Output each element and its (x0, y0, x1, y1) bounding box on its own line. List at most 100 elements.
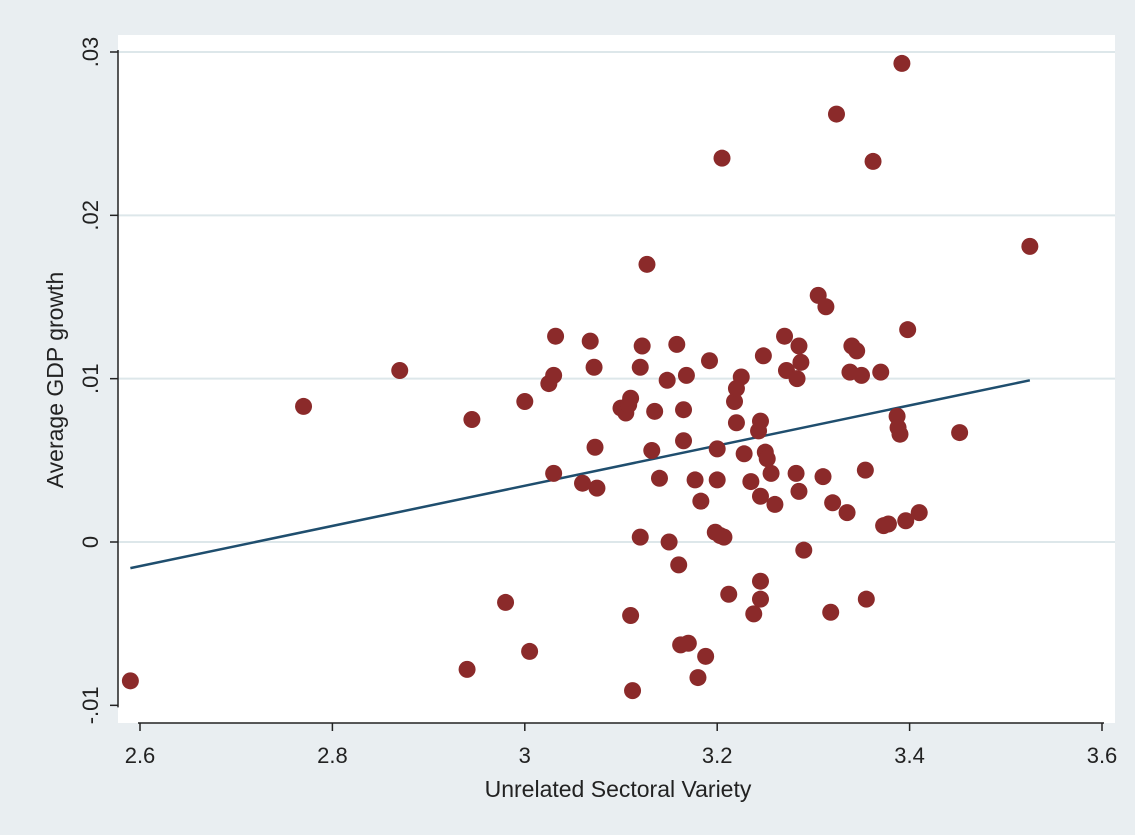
data-point (631, 528, 649, 546)
data-point (899, 321, 917, 339)
data-point (848, 342, 866, 360)
y-axis-title: Average GDP growth (42, 272, 68, 489)
data-point (624, 682, 642, 700)
data-point (910, 504, 928, 522)
data-point (574, 474, 592, 492)
y-tick-label: .01 (78, 363, 103, 394)
data-point (650, 469, 668, 487)
data-point (581, 332, 599, 350)
data-point (622, 389, 640, 407)
data-point (701, 352, 719, 370)
data-point (1021, 237, 1039, 255)
data-point (824, 494, 842, 512)
data-point (638, 255, 656, 273)
data-point (745, 605, 763, 623)
data-point (853, 366, 870, 384)
y-tick-label: .03 (78, 37, 103, 68)
x-tick-label: 2.6 (125, 743, 156, 768)
data-point (788, 370, 806, 388)
x-tick-label: 3.6 (1087, 743, 1118, 768)
data-point (670, 556, 688, 574)
data-point (787, 464, 805, 482)
fitted-line (130, 379, 1031, 570)
y-tick-label: -.01 (78, 686, 103, 724)
data-point (715, 528, 733, 546)
data-point (497, 593, 515, 611)
data-point (891, 425, 909, 443)
data-point (838, 504, 856, 522)
data-point (679, 634, 697, 652)
data-point (814, 468, 832, 486)
data-point (742, 473, 760, 491)
data-point (790, 337, 808, 355)
data-point (692, 492, 710, 510)
gridlines (118, 51, 1115, 543)
data-point (856, 461, 874, 479)
y-tick-label: .02 (78, 200, 103, 231)
data-point (727, 414, 745, 432)
data-point (720, 585, 738, 603)
data-point (708, 440, 726, 458)
data-point (726, 393, 744, 411)
data-point (754, 347, 772, 365)
data-point (795, 541, 813, 559)
data-points (121, 54, 1039, 700)
data-point (735, 445, 753, 463)
data-point (713, 149, 731, 167)
data-point (697, 647, 715, 665)
data-point (675, 432, 693, 450)
data-point (897, 512, 915, 530)
data-point (545, 366, 563, 384)
x-axis-title: Unrelated Sectoral Variety (485, 776, 752, 802)
data-point (857, 590, 875, 608)
data-point (766, 495, 784, 513)
data-point (751, 412, 769, 430)
data-point (622, 607, 640, 624)
data-point (776, 327, 794, 345)
data-point (675, 401, 693, 419)
data-point (751, 487, 769, 505)
data-point (758, 450, 776, 468)
data-point (762, 464, 780, 482)
data-point (646, 402, 664, 420)
data-point (708, 471, 726, 489)
data-point (872, 363, 890, 381)
data-point (585, 358, 603, 376)
data-point (391, 362, 409, 379)
data-point (588, 479, 606, 497)
data-point (631, 358, 649, 376)
data-point (689, 669, 707, 687)
data-point (827, 105, 845, 123)
axes: -.01 0 .01 .02 .03 2.6 2.8 3 3.2 3.4 3.6 (78, 37, 1117, 768)
data-point (463, 411, 481, 428)
data-point (547, 327, 565, 345)
data-point (677, 366, 695, 384)
data-point (792, 353, 810, 371)
data-point (458, 660, 476, 678)
x-tick-label: 3.4 (894, 743, 925, 768)
data-point (643, 442, 661, 460)
data-point (864, 152, 882, 170)
data-point (521, 642, 539, 660)
data-point (822, 603, 840, 621)
data-point (121, 672, 139, 690)
data-point (586, 438, 604, 456)
data-point (686, 471, 704, 489)
data-point (732, 368, 750, 386)
data-point (658, 371, 676, 389)
data-point (951, 424, 969, 442)
data-point (668, 335, 686, 353)
data-point (545, 464, 563, 482)
data-point (516, 393, 534, 411)
x-tick-label: 3 (519, 743, 531, 768)
data-point (751, 590, 769, 608)
data-point (295, 397, 313, 415)
data-point (817, 298, 835, 316)
data-point (893, 54, 911, 72)
x-tick-label: 2.8 (317, 743, 348, 768)
fit-line-layer (130, 379, 1031, 570)
data-point (790, 482, 808, 500)
data-point (633, 337, 651, 355)
data-point (660, 533, 678, 551)
